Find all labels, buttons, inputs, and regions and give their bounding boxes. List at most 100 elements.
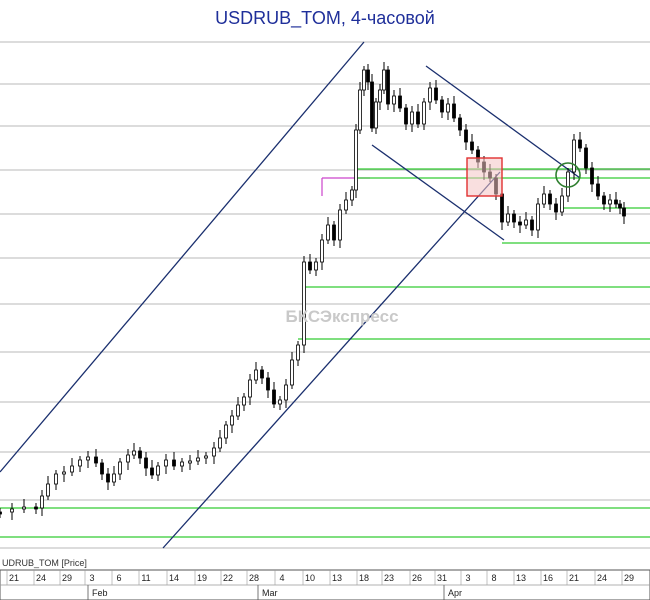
ascending-channel-upper: [0, 41, 365, 473]
candle-body: [542, 193, 546, 205]
candle-body: [212, 447, 216, 457]
candle-body: [218, 437, 222, 449]
month-label: Apr: [448, 588, 462, 598]
candle-body: [392, 95, 396, 105]
x-tick-label: 3: [465, 573, 470, 583]
candle-body: [362, 69, 366, 91]
descending-channel-lower: [371, 144, 505, 241]
candle-body: [500, 193, 504, 223]
candle-body: [378, 89, 382, 103]
candle-body: [106, 473, 110, 483]
candle-body: [260, 369, 264, 379]
x-tick-label: 21: [9, 573, 19, 583]
candle-body: [112, 473, 116, 483]
x-tick-label: 24: [597, 573, 607, 583]
candle-body: [78, 459, 82, 467]
candle-body: [196, 457, 200, 462]
candle-body: [370, 81, 374, 129]
candle-body: [440, 99, 444, 113]
candle-body: [40, 495, 44, 509]
x-tick-label: 10: [305, 573, 315, 583]
candle-body: [506, 213, 510, 223]
x-tick-label: 18: [359, 573, 369, 583]
candle-body: [156, 465, 160, 476]
candle-body: [358, 89, 362, 131]
candle-body: [338, 209, 342, 241]
candle-body: [578, 139, 582, 149]
candle-body: [290, 359, 294, 386]
x-tick-label: 3: [89, 573, 94, 583]
candle-body: [464, 129, 468, 143]
x-tick-label: 24: [36, 573, 46, 583]
candle-body: [530, 219, 534, 231]
candle-body: [248, 379, 252, 398]
watermark: БКСЭкспресс: [285, 307, 398, 326]
candle-body: [446, 103, 450, 113]
candle-body: [422, 101, 426, 125]
candle-body: [278, 399, 282, 405]
candle-body: [332, 224, 336, 241]
candle-body: [164, 459, 168, 467]
x-tick-label: 31: [437, 573, 447, 583]
candle-body: [614, 199, 618, 205]
box-highlight: [466, 157, 503, 197]
candle-body: [572, 139, 576, 173]
candle-body: [10, 508, 14, 513]
candle-body: [344, 199, 348, 211]
candle-body: [596, 183, 600, 197]
candle-body: [144, 457, 148, 469]
grid-lines: [0, 41, 650, 549]
x-tick-label: 16: [543, 573, 553, 583]
month-label: Feb: [92, 588, 108, 598]
candle-body: [308, 261, 312, 271]
candle-body: [518, 221, 522, 226]
candle-body: [188, 460, 192, 464]
candle-body: [512, 213, 516, 223]
candle-body: [386, 69, 390, 105]
candle-body: [326, 224, 330, 241]
candle-body: [410, 111, 414, 125]
candle-body: [266, 377, 270, 391]
candle-body: [54, 473, 58, 485]
candle-body: [22, 506, 26, 510]
x-tick-label: 6: [116, 573, 121, 583]
candle-body: [590, 167, 594, 185]
x-tick-label: 19: [197, 573, 207, 583]
candle-body: [254, 369, 258, 381]
candle-body: [622, 207, 626, 217]
candle-body: [366, 69, 370, 83]
ascending-channel-lower: [162, 171, 501, 549]
candle-body: [132, 450, 136, 456]
candle-body: [302, 261, 306, 346]
chart-title: USDRUB_TOM, 4-часовой: [215, 8, 435, 28]
trend-channels: [0, 41, 581, 549]
candle-body: [374, 101, 378, 129]
candle-body: [230, 415, 234, 426]
candle-body: [602, 195, 606, 205]
candle-body: [536, 203, 540, 231]
candle-body: [224, 424, 228, 439]
candle-body: [560, 195, 564, 213]
circle-highlight: [555, 162, 581, 188]
candle-body: [548, 193, 552, 205]
candle-body: [458, 117, 462, 131]
candle-body: [180, 461, 184, 467]
candle-body: [404, 107, 408, 125]
candle-body: [350, 189, 354, 201]
candle-body: [584, 147, 588, 169]
x-tick-label: 13: [332, 573, 342, 583]
candle-body: [272, 389, 276, 405]
candle-body: [138, 450, 142, 459]
x-tick-label: 14: [169, 573, 179, 583]
candle-body: [566, 171, 570, 197]
candle-body: [46, 483, 50, 497]
x-tick-label: 26: [412, 573, 422, 583]
candle-body: [416, 111, 420, 125]
x-tick-label: 23: [384, 573, 394, 583]
candle-body: [70, 465, 74, 473]
candle-body: [204, 455, 208, 459]
candle-body: [150, 467, 154, 476]
x-axis: 21 24 29 3 6 11 14 19 22 28 4 10 13 18 23 26 31 3 8 13 16 21 2…: [0, 569, 650, 600]
x-tick-label: 28: [249, 573, 259, 583]
candle-body: [118, 461, 122, 475]
